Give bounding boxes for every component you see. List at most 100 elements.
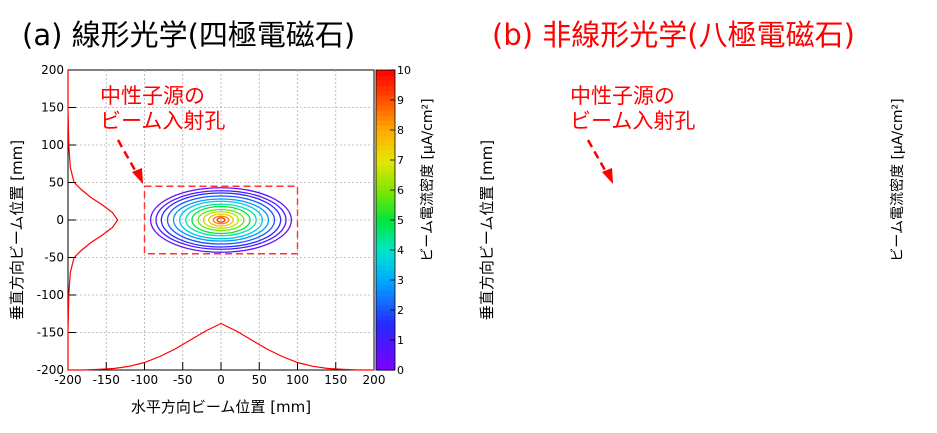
x-tick-label: -150 [93,373,120,387]
colorbar-segment [376,150,395,156]
annotation-line2: ビーム入射孔 [570,109,695,133]
y-tick-label: 0 [56,213,64,227]
y-tick-label: -50 [44,251,64,265]
colorbar-segment [376,75,395,81]
colorbar-segment [376,225,395,231]
colorbar-tick-label: 8 [397,124,404,137]
x-tick-label: 0 [217,373,225,387]
contour-line [160,192,282,248]
colorbar-label: ビーム電流密度 [μA/cm²] [889,98,906,261]
colorbar-tick-label: 9 [397,94,404,107]
colorbar-segment [376,295,395,301]
contour-line [197,208,245,232]
colorbar-segment [376,255,395,261]
colorbar-segment [376,130,395,136]
colorbar-segment [376,360,395,366]
y-tick-label: 100 [41,138,64,152]
colorbar-segment [376,160,395,166]
colorbar-segment [376,315,395,321]
y-tick-label: -150 [37,326,64,340]
colorbar-segment [376,205,395,211]
annotation-arrow-line [116,139,138,173]
colorbar-segment [376,140,395,146]
colorbar-segment [376,305,395,311]
colorbar-segment [376,265,395,271]
y-tick-label: -100 [37,288,64,302]
contour-line [179,200,263,240]
colorbar-segment [376,345,395,351]
colorbar-segment [376,195,395,201]
x-tick-label: -100 [131,373,158,387]
x-tick-label: -200 [54,373,81,387]
colorbar-segment [376,190,395,196]
colorbar-tick-label: 7 [397,154,404,167]
colorbar-segment [376,185,395,191]
colorbar-segment [376,80,395,86]
colorbar-segment [376,85,395,91]
x-tick-label: 200 [363,373,386,387]
colorbar-segment [376,365,395,371]
colorbar-segment [376,355,395,361]
colorbar-segment [376,155,395,161]
contour-line [191,205,251,235]
contour-line [212,215,230,225]
colorbar-segment [376,340,395,346]
colorbar-segment [376,240,395,246]
y-tick-label: 150 [41,101,64,115]
colorbar-segment [376,135,395,141]
colorbar-segment [376,290,395,296]
annotation-line2: ビーム入射孔 [100,109,225,133]
colorbar-segment [376,165,395,171]
colorbar-segment [376,330,395,336]
colorbar-segment [376,125,395,131]
colorbar-segment [376,235,395,241]
colorbar-segment [376,260,395,266]
colorbar-segment [376,270,395,276]
profile-x-line [68,322,374,371]
colorbar-segment [376,170,395,176]
colorbar-segment [376,210,395,216]
colorbar-segment [376,220,395,226]
x-tick-label: 100 [286,373,309,387]
chart-title: (a) 線形光学(四極電磁石) [22,18,355,52]
colorbar-segment [376,335,395,341]
contour-line [216,217,226,223]
annotation-line1: 中性子源の [570,84,675,108]
colorbar-segment [376,70,395,76]
colorbar-segment [376,245,395,251]
y-axis-label: 垂直方向ビーム位置 [mm] [478,140,496,320]
colorbar-segment [376,325,395,331]
colorbar-segment [376,90,395,96]
x-tick-label: -50 [173,373,193,387]
colorbar-segment [376,145,395,151]
contour-line [185,203,257,237]
x-axis-label: 水平方向ビーム位置 [mm] [131,398,311,416]
colorbar-segment [376,320,395,326]
colorbar-segment [376,115,395,121]
colorbar-segment [376,95,395,101]
colorbar-segment [376,275,395,281]
colorbar-tick-label: 6 [397,184,404,197]
colorbar-segment [376,180,395,186]
colorbar-segment [376,350,395,356]
colorbar-segment [376,105,395,111]
chart-panel-a: (a) 線形光学(四極電磁石)-200 -150 -100 -50 0 50 100 150 2… [8,18,436,416]
y-axis-label: 垂直方向ビーム位置 [mm] [8,140,26,320]
colorbar-segment [376,215,395,221]
colorbar-tick-label: 5 [397,214,404,227]
aperture-box [143,185,299,255]
contour-line [202,211,240,229]
colorbar-tick-label: 1 [397,334,404,347]
profile-y-line [67,70,119,370]
y-tick-label: 200 [41,63,64,77]
colorbar-segment [376,310,395,316]
colorbar-segment [376,280,395,286]
colorbar-tick-label: 4 [397,244,404,257]
annotation-arrow-head [602,168,613,184]
chart-panel-b: (b) 非線形光学(八極電磁石)-200-150-100-50050100150… [478,18,906,320]
colorbar-segment [376,230,395,236]
contour-line [208,213,234,227]
contour-line [155,190,287,250]
